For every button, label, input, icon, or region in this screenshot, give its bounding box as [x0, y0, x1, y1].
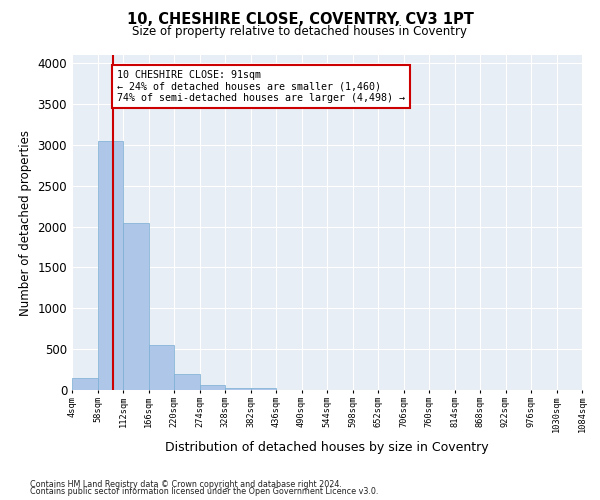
Text: 10, CHESHIRE CLOSE, COVENTRY, CV3 1PT: 10, CHESHIRE CLOSE, COVENTRY, CV3 1PT: [127, 12, 473, 28]
Bar: [149, 345, 174, 390]
Text: Size of property relative to detached houses in Coventry: Size of property relative to detached ho…: [133, 25, 467, 38]
Text: Contains HM Land Registry data © Crown copyright and database right 2024.: Contains HM Land Registry data © Crown c…: [30, 480, 342, 489]
Text: Contains public sector information licensed under the Open Government Licence v3: Contains public sector information licen…: [30, 488, 379, 496]
Bar: [225, 388, 251, 390]
Bar: [72, 378, 97, 390]
X-axis label: Distribution of detached houses by size in Coventry: Distribution of detached houses by size …: [165, 440, 489, 454]
Bar: [200, 385, 225, 390]
Bar: [174, 374, 199, 390]
Text: 10 CHESHIRE CLOSE: 91sqm
← 24% of detached houses are smaller (1,460)
74% of sem: 10 CHESHIRE CLOSE: 91sqm ← 24% of detach…: [117, 70, 405, 103]
Y-axis label: Number of detached properties: Number of detached properties: [19, 130, 32, 316]
Bar: [251, 388, 276, 390]
Bar: [97, 141, 123, 390]
Bar: [123, 222, 149, 390]
